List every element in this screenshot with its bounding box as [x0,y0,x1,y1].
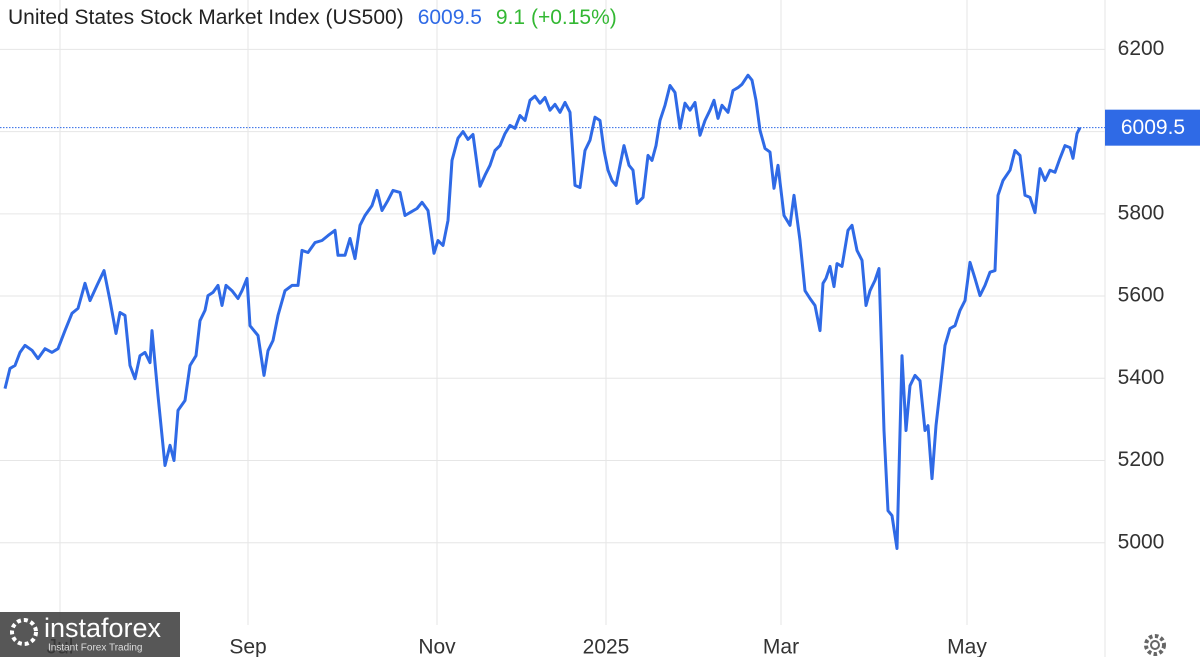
labels: 5000520054005600580060006200JulSepNov202… [47,37,1200,657]
watermark-icon [10,618,38,646]
last-value-tag-text: 6009.5 [1121,116,1185,139]
y-tick-label: 5000 [1118,530,1165,553]
y-tick-label: 5200 [1118,448,1165,471]
y-tick-label: 5800 [1118,201,1165,224]
settings-button[interactable] [1144,634,1166,656]
x-tick-label: Sep [229,636,266,657]
chart-title: United States Stock Market Index (US500) [8,6,404,29]
gear-hub[interactable] [1150,640,1160,650]
price-line [3,73,1082,550]
y-tick-label: 6200 [1118,37,1165,60]
watermark-tagline: Instant Forex Trading [48,643,143,654]
x-tick-label: May [947,636,987,657]
watermark: instaforex Instant Forex Trading [0,612,180,657]
header: United States Stock Market Index (US500)… [8,6,631,30]
x-tick-label: Nov [418,636,456,657]
watermark-brand: instaforex [44,613,162,643]
y-tick-label: 5400 [1118,366,1165,389]
change: 9.1 (+0.15%) [495,6,617,29]
gear-teeth[interactable] [1144,634,1166,656]
watermark-bg [0,612,180,657]
last-value: 6009.5 [417,6,482,29]
x-tick-label: Mar [763,636,799,657]
plot [0,73,1105,550]
x-tick-label: 2025 [583,636,630,657]
y-tick-label: 5600 [1118,284,1165,307]
grid [0,0,1106,657]
last-value-tag [1105,109,1200,146]
